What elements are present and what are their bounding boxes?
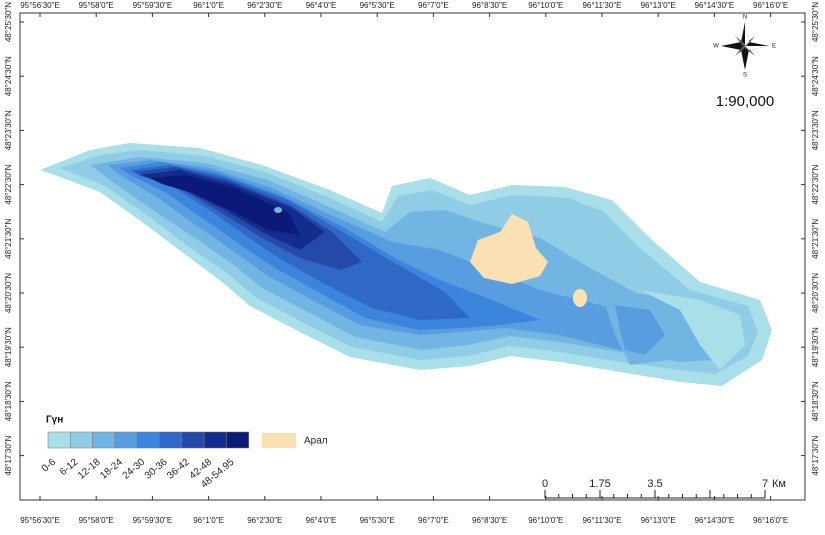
- longitude-label: 96°4'0"E: [306, 516, 337, 525]
- longitude-label: 95°59'30"E: [133, 1, 173, 10]
- compass-label: N: [743, 15, 747, 21]
- legend-swatch: [47, 431, 71, 449]
- legend-title: Гүн: [46, 415, 63, 426]
- compass-label: W: [713, 44, 719, 50]
- longitude-label: 96°14'30"E: [695, 516, 735, 525]
- longitude-label: 95°56'30"E: [20, 516, 60, 525]
- legend-label: Арал: [304, 436, 328, 447]
- latitude-label: 48°23'30"N: [4, 110, 13, 150]
- longitude-label: 96°13'0"E: [641, 1, 676, 10]
- longitude-label: 96°10'0"E: [528, 516, 563, 525]
- latitude-label: 48°23'30"N: [811, 110, 820, 150]
- latitude-label: 48°21'30"N: [4, 219, 13, 259]
- latitude-label: 48°21'30"N: [811, 219, 820, 259]
- longitude-label: 96°4'0"E: [306, 1, 337, 10]
- scale-bar-label: 7: [762, 478, 768, 490]
- longitude-label: 96°11'30"E: [582, 1, 621, 10]
- longitude-label: 96°1'0"E: [193, 516, 224, 525]
- longitude-label: 96°5'30"E: [360, 1, 395, 10]
- island: [470, 214, 548, 284]
- scale-bar-label: 3.5: [647, 478, 662, 490]
- longitude-label: 96°8'30"E: [472, 516, 507, 525]
- longitude-label: 95°58'0"E: [79, 1, 114, 10]
- longitude-label: 96°1'0"E: [193, 1, 224, 10]
- scale-bar-unit: Км: [772, 478, 786, 490]
- longitude-label: 96°2'30"E: [247, 516, 282, 525]
- latitude-label: 48°19'30"N: [811, 327, 820, 367]
- legend-swatch: [262, 433, 296, 448]
- legend-swatch: [114, 431, 138, 449]
- longitude-label: 96°14'30"E: [695, 1, 735, 10]
- longitude-label: 96°7'0"E: [418, 516, 449, 525]
- compass-label: S: [743, 73, 747, 79]
- scale-ratio: 1:90,000: [716, 93, 774, 110]
- longitude-label: 96°16'0"E: [753, 516, 788, 525]
- legend-swatch: [226, 431, 249, 449]
- legend-swatch: [181, 431, 205, 449]
- latitude-label: 48°17'30"N: [4, 435, 13, 475]
- latitude-label: 48°25'30"N: [811, 2, 820, 42]
- latitude-label: 48°22'30"N: [811, 164, 820, 204]
- legend-swatch: [136, 431, 160, 449]
- scale-bar-label: 0: [542, 478, 548, 490]
- latitude-label: 48°24'30"N: [4, 56, 13, 96]
- longitude-label: 96°10'0"E: [528, 1, 563, 10]
- legend-swatch: [92, 431, 116, 449]
- longitude-label: 96°13'0"E: [641, 516, 676, 525]
- compass-star: [745, 22, 749, 46]
- latitude-label: 48°19'30"N: [4, 327, 13, 367]
- depth-zone: [520, 195, 630, 255]
- latitude-label: 48°24'30"N: [811, 56, 820, 96]
- longitude-label: 95°59'30"E: [133, 516, 173, 525]
- longitude-label: 95°56'30"E: [20, 1, 60, 10]
- legend-swatch: [159, 431, 183, 449]
- north-arrow: N E S W: [713, 15, 776, 79]
- latitude-label: 48°17'30"N: [811, 435, 820, 475]
- legend-swatch: [70, 431, 93, 449]
- longitude-label: 96°11'30"E: [582, 516, 621, 525]
- compass-label: E: [772, 44, 776, 50]
- compass-star: [745, 46, 769, 50]
- latitude-label: 48°25'30"N: [4, 2, 13, 42]
- depth-zone: [150, 175, 300, 235]
- longitude-label: 95°58'0"E: [79, 516, 114, 525]
- longitude-label: 96°16'0"E: [753, 1, 788, 10]
- island: [274, 207, 282, 213]
- longitude-label: 96°2'30"E: [247, 1, 282, 10]
- latitude-label: 48°20'30"N: [4, 273, 13, 313]
- legend-swatch: [203, 431, 227, 449]
- latitude-label: 48°18'30"N: [4, 381, 13, 421]
- depth-zone: [615, 305, 665, 355]
- latitude-label: 48°18'30"N: [811, 381, 820, 421]
- depth-zone: [640, 290, 745, 370]
- scale-bar-label: 1.75: [589, 478, 610, 490]
- longitude-label: 96°5'30"E: [360, 516, 395, 525]
- island: [573, 289, 587, 307]
- longitude-label: 96°7'0"E: [418, 1, 449, 10]
- latitude-label: 48°22'30"N: [4, 164, 13, 204]
- latitude-label: 48°20'30"N: [811, 273, 820, 313]
- longitude-label: 96°8'30"E: [472, 1, 507, 10]
